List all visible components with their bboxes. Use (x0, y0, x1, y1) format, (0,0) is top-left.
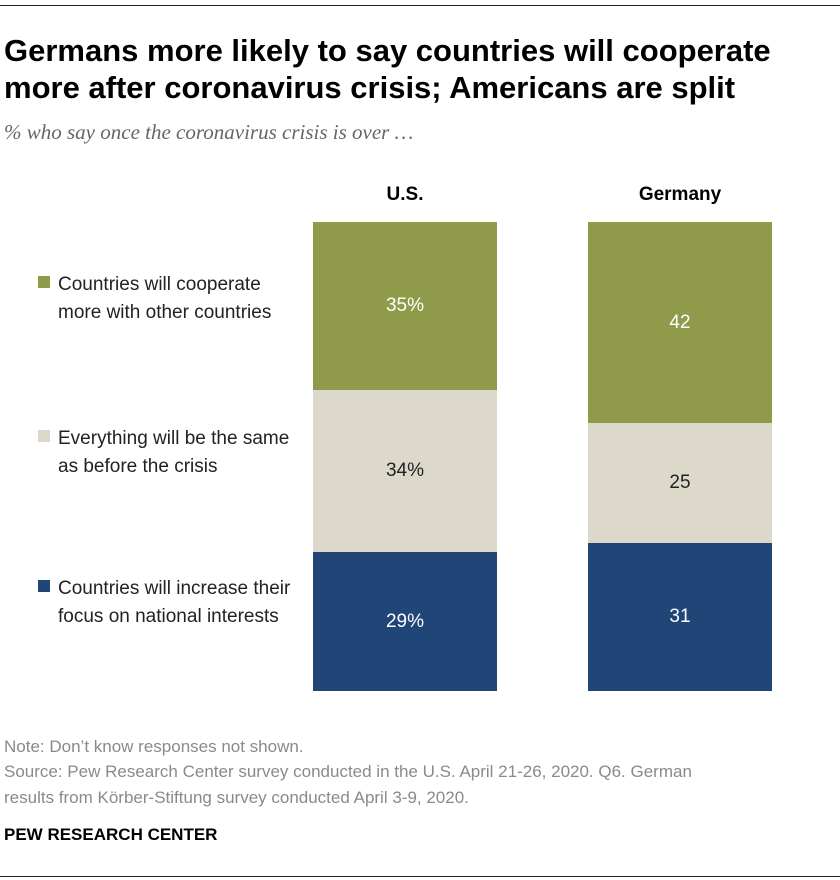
bar-segment-us-same (313, 389, 497, 553)
column-header-us: U.S. (386, 184, 424, 205)
bar-segment-germany-same (588, 423, 772, 543)
legend-label-cooperate: Countries will cooperate more with other… (58, 274, 272, 323)
data-label-germany-cooperate: 42 (669, 311, 691, 333)
data-label-us-same: 34% (385, 459, 425, 481)
bar-segment-germany-cooperate (588, 222, 772, 423)
legend-label-same: Everything will be the same as before th… (58, 428, 290, 477)
note-text: Note: Don’t know responses not shown. (4, 737, 304, 756)
chart-title: Germans more likely to say countries wil… (4, 33, 771, 105)
bar-segment-us-cooperate (313, 222, 497, 390)
top-rule (0, 5, 840, 6)
legend-swatch-national (38, 580, 50, 592)
brand-label: PEW RESEARCH CENTER (4, 825, 218, 844)
stacked-bar-us: 35% 34% 29% (313, 222, 497, 691)
chart-subtitle: % who say once the coronavirus crisis is… (4, 120, 414, 144)
bar-segment-germany-national (588, 542, 772, 691)
bottom-rule (0, 876, 840, 877)
data-label-germany-national: 31 (669, 605, 691, 627)
data-label-germany-same: 25 (669, 471, 691, 493)
source-text-line-2: results from Körber-Stiftung survey cond… (4, 788, 469, 807)
column-header-germany: Germany (638, 184, 722, 205)
stacked-bar-germany: 42 25 31 (588, 222, 772, 691)
source-text-line-1: Source: Pew Research Center survey condu… (4, 762, 692, 781)
legend-swatch-same (38, 430, 50, 442)
bar-segment-us-national (313, 552, 497, 691)
legend-label-national: Countries will increase their focus on n… (58, 578, 291, 627)
legend-swatch-cooperate (38, 276, 50, 288)
data-label-us-cooperate: 35% (385, 294, 425, 316)
data-label-us-national: 29% (385, 610, 425, 632)
